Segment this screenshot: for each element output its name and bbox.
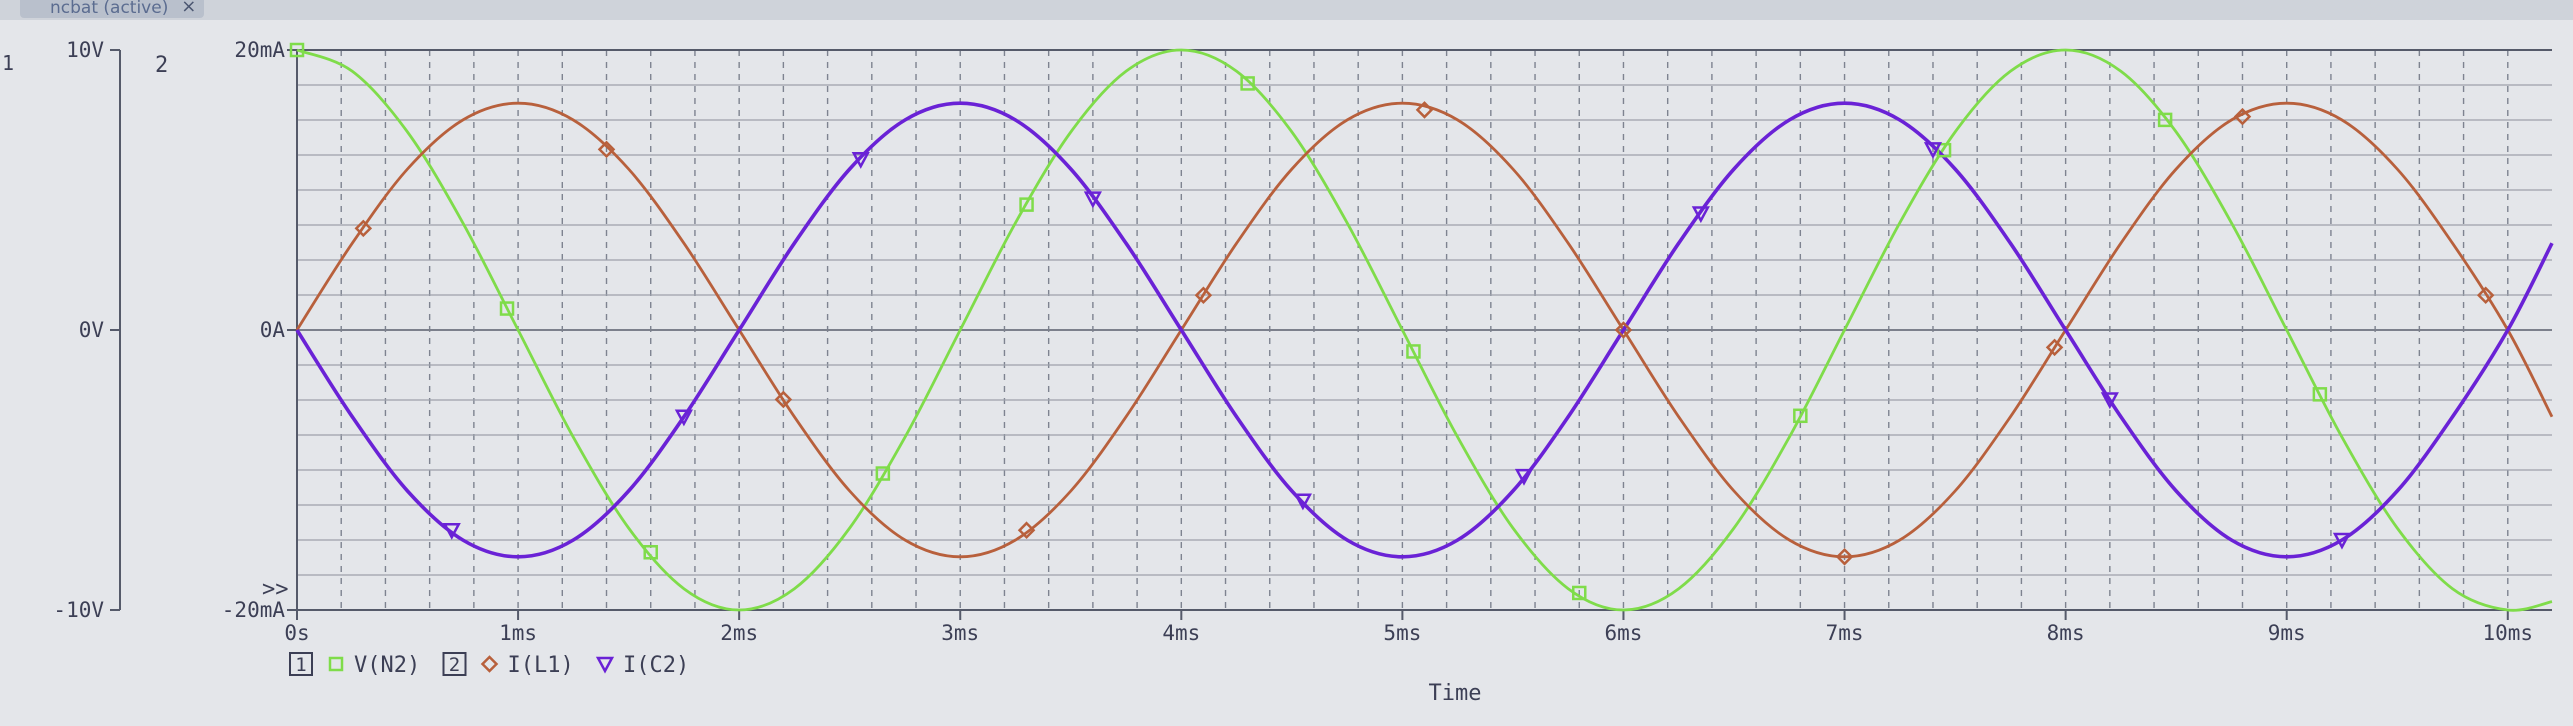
y-axis-2-tick-label: 0A bbox=[260, 318, 286, 342]
series-marker-square bbox=[1406, 344, 1421, 359]
x-axis-tick-label: 6ms bbox=[1605, 621, 1643, 645]
series-marker-triangle bbox=[674, 409, 693, 427]
plot-markers bbox=[289, 42, 2495, 601]
y-axis-2-tick-label: 20mA bbox=[234, 38, 285, 62]
series-marker-triangle bbox=[1083, 191, 1102, 209]
x-axis-tick-label: 4ms bbox=[1162, 621, 1200, 645]
square-marker-icon bbox=[328, 656, 344, 672]
y-axis-1-tick-label: 10V bbox=[66, 38, 104, 62]
legend-label: I(L1) bbox=[508, 653, 574, 678]
plot-grid bbox=[297, 50, 2552, 610]
axis-2-number: 2 bbox=[155, 53, 168, 78]
series-marker-triangle bbox=[851, 151, 870, 169]
close-icon[interactable]: × bbox=[181, 0, 197, 17]
overflow-indicator[interactable]: >> bbox=[262, 577, 289, 602]
legend: 1 V(N2) 2 I(L1) I(C2) bbox=[289, 652, 689, 678]
x-axis-tick-label: 3ms bbox=[941, 621, 979, 645]
series-marker-square bbox=[2157, 112, 2173, 128]
legend-axis-box bbox=[289, 652, 313, 676]
x-axis-tick-label: 10ms bbox=[2482, 621, 2533, 645]
series-line-ic2 bbox=[295, 101, 2554, 559]
tab-simulation-profile[interactable]: ncbat (active) × bbox=[20, 0, 205, 18]
series-marker-triangle bbox=[1293, 493, 1313, 511]
series-marker-triangle bbox=[1514, 468, 1534, 486]
x-axis-tick-label: 8ms bbox=[2047, 621, 2085, 645]
tab-title: ncbat (active) bbox=[50, 0, 169, 18]
x-axis-tick-label: 0s bbox=[284, 621, 309, 645]
series-marker-diamond bbox=[774, 390, 793, 409]
x-axis-tick-label: 5ms bbox=[1383, 621, 1421, 645]
plot-axes bbox=[110, 49, 2552, 620]
series-marker-diamond bbox=[1194, 286, 1213, 305]
legend-axis-number: 1 bbox=[295, 654, 306, 676]
series-marker-diamond bbox=[2233, 107, 2252, 126]
series-marker-triangle bbox=[2100, 392, 2119, 410]
series-marker-square bbox=[289, 42, 305, 58]
series-marker-square bbox=[1793, 408, 1808, 424]
tab-bar: ncbat (active) × bbox=[0, 0, 2573, 20]
series-marker-square bbox=[2312, 387, 2328, 402]
series-line-il1 bbox=[295, 101, 2554, 559]
series-marker-diamond bbox=[597, 140, 616, 159]
series-marker-square bbox=[1572, 585, 1587, 601]
series-marker-square bbox=[643, 545, 658, 560]
series-marker-diamond bbox=[2476, 286, 2495, 305]
legend-axis-box bbox=[442, 652, 467, 676]
y-axis-2-tick-label: -20mA bbox=[222, 598, 286, 622]
x-axis-tick-label: 9ms bbox=[2268, 621, 2306, 645]
series-line-vn2 bbox=[296, 48, 2553, 612]
x-axis-tick-label: 1ms bbox=[499, 621, 537, 645]
series-marker-square bbox=[875, 466, 891, 481]
y-axis-1-tick-label: -10V bbox=[53, 598, 104, 622]
plot-series bbox=[295, 48, 2554, 612]
triangle-marker-icon bbox=[595, 656, 615, 674]
x-axis-title: Time bbox=[1429, 681, 1482, 706]
legend-label: I(C2) bbox=[623, 653, 689, 678]
series-marker-diamond bbox=[2045, 338, 2064, 357]
series-marker-square bbox=[499, 301, 515, 316]
series-marker-square bbox=[1019, 197, 1034, 212]
y-axis-1-tick-label: 0V bbox=[79, 318, 105, 342]
series-marker-square bbox=[1936, 142, 1952, 158]
series-marker-diamond bbox=[1415, 101, 1434, 119]
series-marker-triangle bbox=[442, 522, 461, 540]
series-marker-square bbox=[1240, 76, 1255, 91]
legend-axis-number: 2 bbox=[449, 654, 460, 676]
plot-left-edge-marker: 1 bbox=[2, 51, 14, 75]
series-marker-diamond bbox=[1614, 321, 1633, 339]
x-axis-tick-label: 7ms bbox=[1826, 621, 1864, 645]
series-marker-triangle bbox=[2332, 532, 2352, 550]
legend-label: V(N2) bbox=[354, 653, 420, 678]
series-marker-triangle bbox=[1691, 206, 1710, 224]
series-marker-diamond bbox=[1017, 521, 1036, 539]
series-marker-diamond bbox=[1835, 548, 1854, 566]
series-marker-triangle bbox=[1923, 142, 1943, 160]
series-marker-diamond bbox=[354, 219, 373, 238]
diamond-marker-icon bbox=[480, 655, 499, 673]
x-axis-tick-label: 2ms bbox=[720, 621, 758, 645]
